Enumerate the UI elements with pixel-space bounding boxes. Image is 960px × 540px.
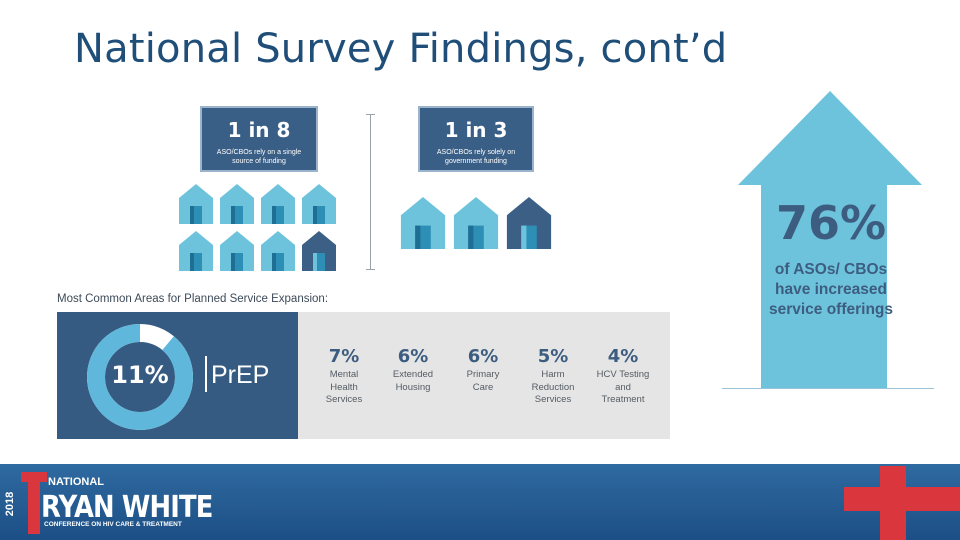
stat-card-government-funding: 1 in 3 ASO/CBOs rely solely on governmen… [418,106,534,172]
logo-red-bar [28,472,40,534]
house-icon [302,184,336,224]
expansion-item-harm-reduction: 5% Harm Reduction Services [521,346,585,407]
item-percent: 5% [537,346,569,367]
footer-banner [0,464,960,540]
arrow-baseline [722,388,934,389]
prep-donut-chart [87,324,193,430]
item-percent: 4% [607,346,639,367]
house-icon [400,197,446,249]
item-label: Harm Reduction Services [531,369,575,405]
stat-description: ASO/CBOs rely on a single source of fund… [216,149,302,165]
stat-value: 1 in 3 [444,118,508,142]
logo-ryan-white: RYAN WHITE [41,490,213,525]
house-icon [453,197,499,249]
house-icon [220,184,254,224]
page-title: National Survey Findings, cont’d [74,26,728,72]
house-icon [261,184,295,224]
item-label: HCV Testing and Treatment [596,369,650,405]
logo-year: 2018 [4,478,28,534]
up-arrow-icon [738,91,922,389]
expansion-item-mental-health: 7% Mental Health Services [312,346,376,407]
house-icon [179,231,213,271]
item-percent: 7% [328,346,360,367]
red-cross-icon-horizontal [844,487,960,511]
expansion-item-housing: 6% Extended Housing [381,346,445,394]
donut-fill-arc [87,324,193,430]
item-label: Primary Care [466,369,500,393]
expansion-heading: Most Common Areas for Planned Service Ex… [57,293,329,305]
stat-card-single-source: 1 in 8 ASO/CBOs rely on a single source … [200,106,318,172]
house-icon [220,231,254,271]
house-icon [179,184,213,224]
item-label: Mental Health Services [325,369,363,405]
item-percent: 6% [397,346,429,367]
item-percent: 6% [467,346,499,367]
expansion-item-hcv: 4% HCV Testing and Treatment [591,346,655,407]
logo-red-cap [21,472,47,482]
item-label: Extended Housing [392,369,434,393]
increase-percent: 76% [775,196,887,250]
stat-value: 1 in 8 [227,118,291,142]
divider-bar [205,356,207,392]
house-icon-highlighted [506,197,552,249]
increase-description: of ASOs/ CBOs have increased service off… [768,261,894,318]
divider-line [366,114,375,270]
expansion-item-primary-care: 6% Primary Care [451,346,515,394]
prep-label: PrEP [211,361,270,389]
prep-percent: 11% [111,361,169,389]
stat-description: ASO/CBOs rely solely on government fundi… [436,149,516,165]
house-icon [261,231,295,271]
items-panel [298,312,670,439]
logo-subtitle: CONFERENCE ON HIV CARE & TREATMENT [44,521,182,528]
logo-year-text: 2018 [4,491,17,517]
logo-national: NATIONAL [48,476,105,488]
house-icon-highlighted [302,231,336,271]
